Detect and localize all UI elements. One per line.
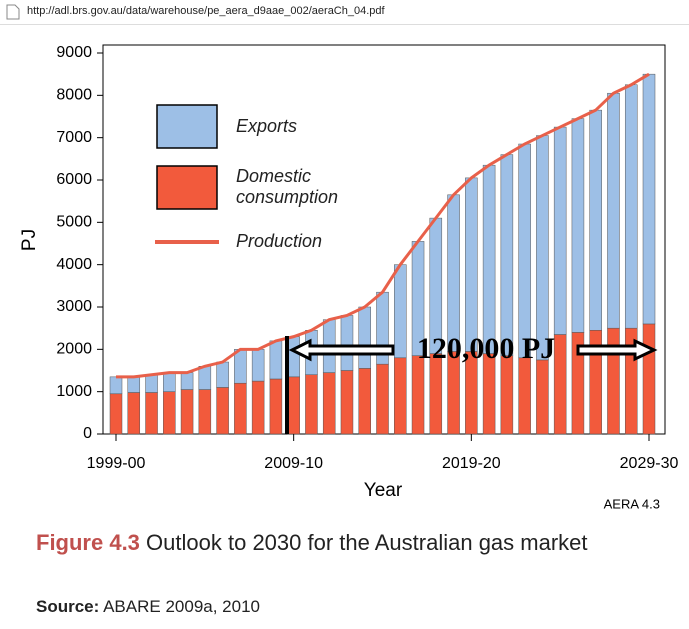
- bar-segment: [109, 393, 123, 435]
- legend-swatch: [156, 165, 218, 210]
- annotation-arrows: [285, 336, 658, 434]
- bar-segment: [500, 355, 514, 435]
- y-tick-label: 3000: [56, 298, 92, 315]
- bar-segment: [216, 361, 229, 388]
- bar-segment: [216, 387, 229, 435]
- bar-segment: [394, 357, 407, 435]
- bar-segment: [269, 340, 283, 380]
- bar-segment: [429, 353, 443, 435]
- bar-segment: [145, 392, 158, 435]
- bar-segment: [465, 177, 478, 352]
- bar-segment: [340, 315, 354, 371]
- bar-segment: [589, 109, 602, 331]
- bar-segment: [624, 84, 638, 329]
- caption-text: Outlook to 2030 for the Australian gas m…: [146, 530, 588, 555]
- bar-segment: [287, 376, 300, 435]
- x-axis-label: Year: [364, 480, 403, 501]
- bar-segment: [163, 391, 176, 435]
- x-tick-label: 2019-20: [442, 455, 501, 472]
- x-tick-label: 1999-00: [87, 455, 146, 472]
- bar-segment: [198, 366, 212, 390]
- bar-segment: [553, 126, 567, 335]
- bar-segment: [376, 363, 389, 435]
- source-label: Source:: [36, 597, 100, 616]
- page-icon: [6, 4, 20, 20]
- bar-segment: [394, 264, 407, 359]
- bar-segment: [482, 164, 496, 354]
- y-tick-label: 4000: [56, 256, 92, 273]
- bar-segment: [642, 73, 656, 325]
- y-tick-label: 1000: [56, 383, 92, 400]
- bar-segment: [127, 392, 141, 435]
- bar-segment: [447, 194, 460, 352]
- bar-segment: [269, 378, 283, 435]
- production-line: [116, 72, 650, 379]
- bar-segment: [251, 380, 265, 435]
- bar-segment: [180, 372, 194, 390]
- bar-segment: [127, 376, 141, 393]
- bar-segment: [198, 389, 212, 435]
- figure-caption: Figure 4.3 Outlook to 2030 for the Austr…: [36, 528, 636, 558]
- bar-segment: [607, 327, 620, 435]
- bar-segment: [536, 359, 549, 435]
- y-tick-label: 2000: [56, 341, 92, 358]
- y-tick-label: 0: [83, 425, 92, 442]
- url[interactable]: http://adl.brs.gov.au/data/warehouse/pe_…: [27, 5, 385, 17]
- legend-label: Exports: [236, 116, 298, 136]
- bar-segment: [109, 376, 123, 395]
- legend-label: Domestic consumption: [236, 166, 339, 207]
- bar-segment: [287, 336, 300, 378]
- bar-segment: [163, 372, 176, 392]
- chart-code: AERA 4.3: [604, 496, 660, 511]
- bar-segment: [642, 323, 656, 435]
- figure-number: Figure 4.3: [36, 530, 140, 555]
- bar-segment: [322, 372, 336, 435]
- bar-segment: [180, 389, 194, 435]
- bar-segment: [234, 382, 247, 435]
- bar-segment: [358, 306, 371, 369]
- y-axis-label: PJ: [19, 229, 40, 251]
- bar-segment: [251, 349, 265, 382]
- y-tick-label: 8000: [56, 87, 92, 104]
- plot: 0 1000 2000 3000 4000 5000 6000 7000 8000 9000 199…: [56, 44, 678, 472]
- y-tick-label: 7000: [56, 129, 92, 146]
- bar-segment: [500, 154, 514, 356]
- legend-label: Production: [236, 231, 323, 251]
- bar-segment: [411, 355, 425, 435]
- address-bar: http://adl.brs.gov.au/data/warehouse/pe_…: [0, 0, 689, 25]
- x-tick-label: 2009-10: [264, 455, 323, 472]
- source-text: ABARE 2009a, 2010: [103, 597, 260, 616]
- bar-segment: [482, 353, 496, 435]
- bar-segment: [536, 135, 549, 361]
- x-tick-label: 2029-30: [620, 455, 679, 472]
- bar-segment: [234, 349, 247, 384]
- y-tick-label: 6000: [56, 171, 92, 188]
- source: Source: ABARE 2009a, 2010: [36, 597, 260, 617]
- bar-segment: [340, 370, 354, 435]
- bar-segment: [305, 374, 318, 435]
- annotation: 120,000 PJ: [417, 332, 555, 365]
- y-tick-label: 5000: [56, 214, 92, 231]
- bar-segment: [518, 143, 531, 359]
- bar-segment: [518, 357, 531, 435]
- bar-segment: [607, 92, 620, 329]
- legend-swatch: [156, 104, 218, 149]
- bar-segment: [553, 334, 567, 435]
- bar-segment: [145, 374, 158, 393]
- bar-segment: [571, 118, 585, 333]
- y-tick-label: 9000: [56, 44, 92, 61]
- bar-segment: [358, 368, 371, 435]
- chart: PJ Year AERA 4.3 0 1000 2000 3000 4000 5000 60…: [19, 44, 678, 511]
